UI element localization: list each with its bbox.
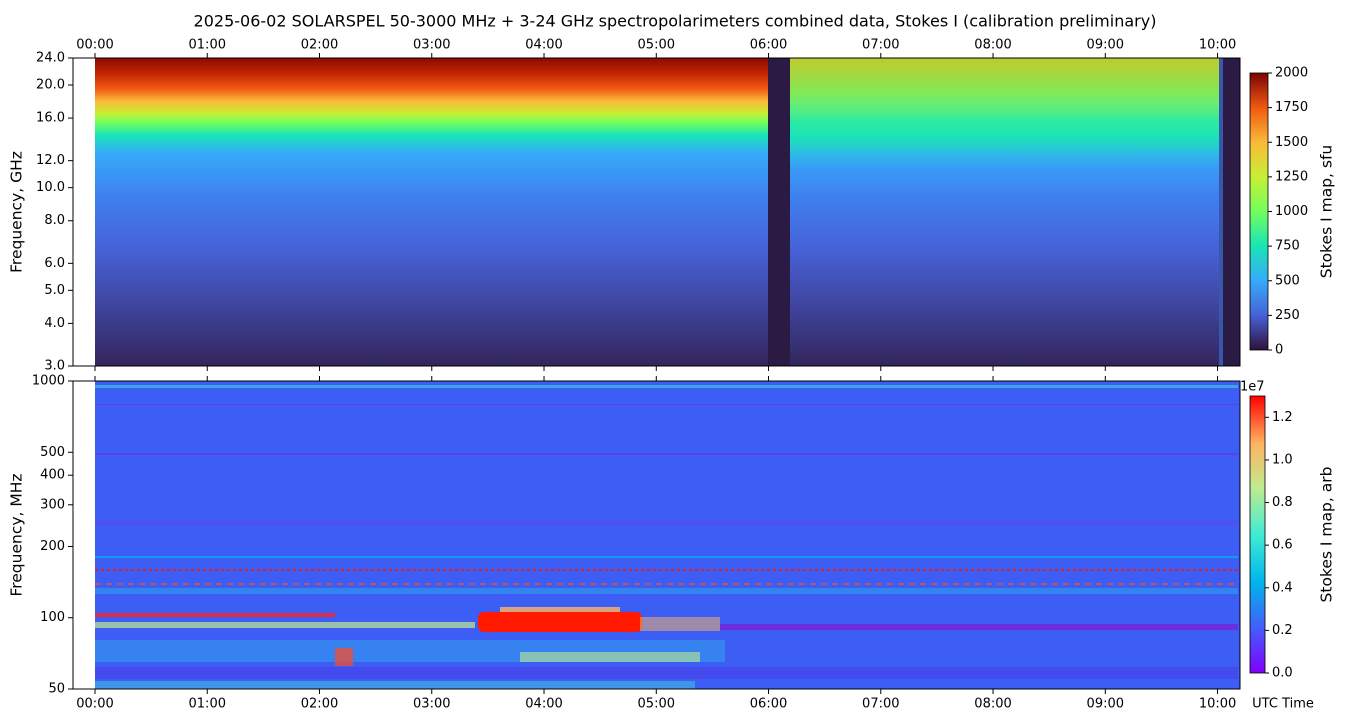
- y-tick-label: 6.0: [44, 256, 65, 271]
- colorbar-label: Stokes I map, sfu: [1318, 145, 1336, 279]
- colorbar-tick-label: 750: [1275, 239, 1300, 254]
- y-tick-label: 3.0: [44, 359, 65, 374]
- y-tick-label: 100: [40, 610, 65, 625]
- colorbar-tick-label: 0.6: [1272, 538, 1293, 553]
- y-tick-label: 20.0: [36, 78, 65, 93]
- y-tick-label: 50: [48, 682, 65, 697]
- x-tick-label: 02:00: [301, 38, 338, 53]
- colorbar-tick-label: 0.4: [1272, 580, 1293, 595]
- x-tick-label: 08:00: [974, 38, 1011, 53]
- colorbar-tick-label: 0.0: [1272, 666, 1293, 681]
- y-tick-label: 4.0: [44, 316, 65, 331]
- colorbar-tick-label: 0.8: [1272, 495, 1293, 510]
- colorbar-tick-label: 1250: [1275, 169, 1308, 184]
- x-tick-label: 01:00: [189, 697, 226, 712]
- x-tick-label: 02:00: [301, 697, 338, 712]
- y-tick-label: 8.0: [44, 213, 65, 228]
- x-tick-label: 10:00: [1199, 38, 1236, 53]
- spectrogram-ghz: [95, 58, 1240, 366]
- x-tick-label: 03:00: [413, 38, 450, 53]
- y-tick-label: 24.0: [36, 51, 65, 66]
- colorbar-tick-label: 250: [1275, 308, 1300, 323]
- y-tick-label: 200: [40, 539, 65, 554]
- colorbar-tick-label: 2000: [1275, 66, 1308, 81]
- x-tick-label: 05:00: [638, 38, 675, 53]
- colorbar-tick-label: 500: [1275, 273, 1300, 288]
- colorbar: [1249, 72, 1269, 351]
- x-tick-label: 00:00: [76, 38, 113, 53]
- colorbar-tick-label: 1.2: [1272, 410, 1293, 425]
- x-axis-label: UTC Time: [1252, 697, 1314, 712]
- x-tick-label: 04:00: [525, 38, 562, 53]
- x-tick-label: 09:00: [1087, 697, 1124, 712]
- x-tick-label: 10:00: [1199, 697, 1236, 712]
- x-tick-label: 06:00: [750, 697, 787, 712]
- x-tick-label: 01:00: [189, 38, 226, 53]
- title: 2025-06-02 SOLARSPEL 50-3000 MHz + 3-24 …: [194, 12, 1157, 31]
- colorbar-label: Stokes I map, arb: [1318, 467, 1336, 603]
- colorbar: [1249, 395, 1266, 674]
- y-tick-label: 400: [40, 468, 65, 483]
- x-tick-label: 07:00: [862, 38, 899, 53]
- x-tick-label: 04:00: [525, 697, 562, 712]
- spectrogram-mhz: [95, 381, 1240, 689]
- x-tick-label: 09:00: [1087, 38, 1124, 53]
- colorbar-tick-label: 0: [1275, 343, 1283, 358]
- y-tick-label: 10.0: [36, 180, 65, 195]
- colorbar-tick-label: 0.2: [1272, 623, 1293, 638]
- colorbar-tick-label: 1000: [1275, 204, 1308, 219]
- colorbar-tick-label: 1750: [1275, 100, 1308, 115]
- y-axis-label: Frequency, GHz: [8, 151, 26, 273]
- x-tick-label: 00:00: [76, 697, 113, 712]
- y-axis-label: Frequency, MHz: [8, 473, 26, 596]
- x-tick-label: 08:00: [974, 697, 1011, 712]
- y-tick-label: 16.0: [36, 111, 65, 126]
- x-tick-label: 05:00: [638, 697, 675, 712]
- colorbar-tick-label: 1500: [1275, 135, 1308, 150]
- x-tick-label: 03:00: [413, 697, 450, 712]
- y-tick-label: 12.0: [36, 153, 65, 168]
- colorbar-offset: 1e7: [1240, 380, 1265, 395]
- x-tick-label: 06:00: [750, 38, 787, 53]
- x-tick-label: 07:00: [862, 697, 899, 712]
- y-tick-label: 1000: [32, 374, 65, 389]
- colorbar-tick-label: 1.0: [1272, 452, 1293, 467]
- y-tick-label: 5.0: [44, 283, 65, 298]
- y-tick-label: 300: [40, 497, 65, 512]
- y-tick-label: 500: [40, 445, 65, 460]
